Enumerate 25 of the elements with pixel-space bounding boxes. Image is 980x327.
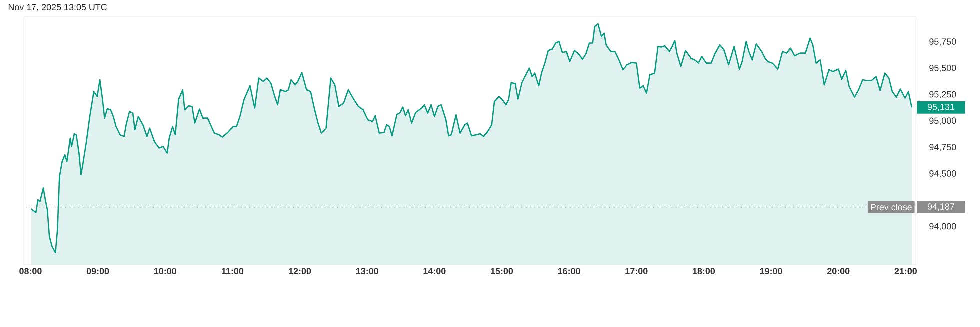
x-tick-label: 16:00 [558, 268, 580, 275]
x-tick-label: 19:00 [760, 268, 782, 275]
text: 94,187 [928, 204, 954, 211]
x-tick-label: 10:00 [154, 268, 176, 275]
x-tick-label: 09:00 [86, 268, 110, 275]
x-tick-label: 17:00 [626, 268, 648, 275]
x-tick-label: 11:00 [222, 268, 244, 275]
y-tick-label: 94,500 [930, 170, 956, 178]
x-tick-label: 20:00 [827, 268, 850, 275]
chart-title: Nov 17, 2025 13:05 UTC [8, 4, 108, 12]
data-label: 95,131 [928, 104, 954, 112]
x-tick-label: 15:00 [491, 268, 514, 275]
y-tick-label: 95,000 [930, 118, 956, 126]
x-tick-label: 21:00 [894, 268, 918, 275]
x-tick-label: 14:00 [424, 268, 446, 275]
x-tick-label: 08:00 [20, 268, 42, 275]
ref-line-label: Prev close [871, 204, 912, 211]
y-tick-label: 95,500 [930, 64, 956, 72]
y-tick-label: 95,750 [930, 38, 956, 46]
y-tick-label: 94,750 [930, 144, 956, 152]
x-tick-label: 18:00 [693, 268, 716, 275]
x-tick-label: 12:00 [289, 268, 312, 275]
x-tick-label: 13:00 [356, 268, 378, 275]
y-tick-label: 95,250 [930, 91, 956, 99]
y-tick-label: 94,000 [930, 223, 956, 231]
